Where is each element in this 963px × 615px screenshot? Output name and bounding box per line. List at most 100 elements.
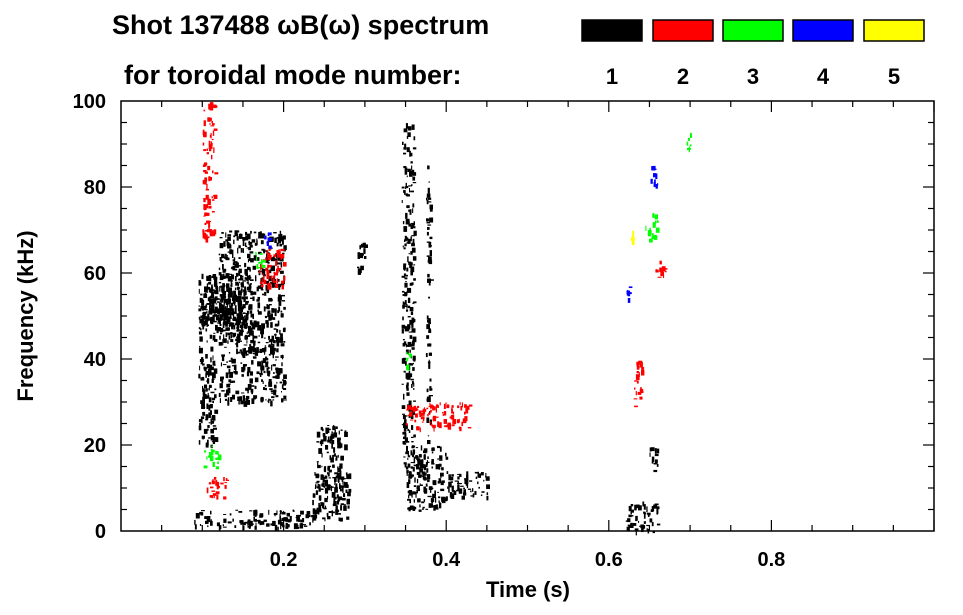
- spectral-pixel: [327, 495, 329, 500]
- spectral-pixel: [428, 395, 431, 398]
- spectral-pixel: [267, 264, 270, 269]
- spectral-pixel: [219, 299, 222, 302]
- spectral-pixel: [227, 313, 232, 316]
- spectral-pixel: [265, 320, 269, 324]
- spectral-pixel: [408, 331, 413, 333]
- spectral-pixel: [247, 384, 252, 390]
- spectral-pixel: [427, 461, 430, 463]
- spectral-pixel: [421, 410, 425, 413]
- spectral-pixel: [228, 352, 231, 354]
- spectral-pixel: [214, 437, 219, 442]
- spectral-pixel: [213, 332, 216, 334]
- spectral-pixel: [312, 517, 314, 523]
- spectral-pixel: [268, 248, 271, 251]
- spectral-pixel: [406, 267, 409, 272]
- spectral-pixel: [229, 249, 233, 255]
- spectral-pixel: [279, 329, 281, 335]
- spectral-pixel: [264, 384, 267, 387]
- spectral-pixel: [214, 339, 218, 342]
- spectral-pixel: [402, 141, 404, 145]
- spectral-pixel: [464, 411, 466, 415]
- spectral-pixel: [270, 275, 273, 279]
- spectral-pixel: [477, 481, 479, 485]
- spectral-pixel: [486, 495, 489, 501]
- spectral-pixel: [208, 412, 211, 418]
- mode-2-spectral-blob: [202, 102, 219, 243]
- spectral-pixel: [428, 359, 430, 364]
- spectral-pixel: [206, 229, 210, 233]
- spectral-pixel: [470, 495, 474, 497]
- spectral-pixel: [327, 425, 330, 426]
- spectral-pixel: [278, 300, 282, 306]
- spectral-pixel: [634, 504, 637, 511]
- spectral-pixel: [206, 516, 211, 522]
- spectral-pixel: [405, 423, 408, 426]
- spectral-pixel: [312, 493, 316, 498]
- spectral-pixel: [272, 317, 276, 320]
- spectral-pixel: [638, 360, 643, 365]
- spectral-pixel: [420, 475, 425, 477]
- spectral-pixel: [655, 220, 657, 224]
- spectral-pixel: [207, 392, 209, 397]
- spectral-pixel: [405, 466, 409, 470]
- spectral-pixel: [687, 137, 690, 141]
- spectral-pixel: [271, 265, 275, 272]
- spectral-pixel: [270, 350, 273, 355]
- spectral-pixel: [208, 397, 212, 403]
- spectral-pixel: [434, 490, 436, 496]
- spectral-pixel: [406, 242, 408, 244]
- spectral-pixel: [203, 366, 206, 370]
- spectral-pixel: [247, 290, 251, 292]
- spectral-pixel: [214, 311, 219, 314]
- mode-3-spectral-blob: [645, 213, 660, 243]
- spectral-pixel: [229, 287, 232, 293]
- spectral-pixel: [262, 348, 265, 352]
- spectral-pixel: [268, 340, 273, 343]
- spectral-pixel: [205, 354, 208, 359]
- spectral-pixel: [202, 390, 206, 396]
- spectral-pixel: [413, 507, 417, 510]
- spectral-pixel: [416, 489, 418, 494]
- spectral-pixel: [460, 405, 463, 411]
- spectral-pixel: [657, 276, 662, 278]
- spectral-pixel: [216, 494, 219, 500]
- spectral-pixel: [212, 372, 216, 379]
- spectral-pixel: [249, 283, 252, 285]
- spectral-pixel: [218, 253, 221, 256]
- mode-3-spectral-blob: [406, 351, 412, 371]
- spectral-pixel: [412, 223, 415, 228]
- spectral-pixel: [413, 136, 416, 141]
- spectral-pixel: [409, 411, 413, 417]
- spectral-pixel: [211, 104, 216, 106]
- spectral-pixel: [268, 269, 272, 274]
- spectral-pixel: [408, 253, 410, 255]
- spectral-pixel: [250, 371, 253, 376]
- spectral-pixel: [411, 381, 414, 385]
- spectral-pixel: [259, 523, 262, 526]
- spectral-pixel: [246, 322, 248, 327]
- spectral-pixel: [219, 286, 221, 292]
- spectral-pixel: [198, 316, 201, 320]
- spectral-pixel: [240, 233, 242, 239]
- spectral-pixel: [241, 374, 244, 377]
- mode-1-spectral-blob: [194, 509, 319, 532]
- spectral-pixel: [243, 355, 245, 356]
- spectral-pixel: [244, 296, 248, 300]
- spectral-pixel: [408, 430, 411, 433]
- spectral-pixel: [347, 491, 351, 497]
- spectral-pixel: [346, 474, 349, 480]
- spectral-pixel: [405, 212, 408, 219]
- spectral-pixel: [245, 395, 250, 400]
- spectral-pixel: [425, 508, 429, 510]
- spectral-pixel: [260, 369, 263, 375]
- spectral-pixel: [270, 338, 275, 341]
- spectral-pixel: [241, 392, 245, 394]
- spectral-pixel: [209, 334, 213, 339]
- spectral-pixel: [417, 488, 420, 492]
- spectral-pixel: [630, 515, 634, 517]
- spectral-pixel: [457, 476, 460, 480]
- spectral-pixel: [202, 363, 205, 366]
- spectral-pixel: [281, 391, 282, 393]
- spectral-pixel: [253, 255, 257, 261]
- spectral-pixel: [257, 267, 261, 269]
